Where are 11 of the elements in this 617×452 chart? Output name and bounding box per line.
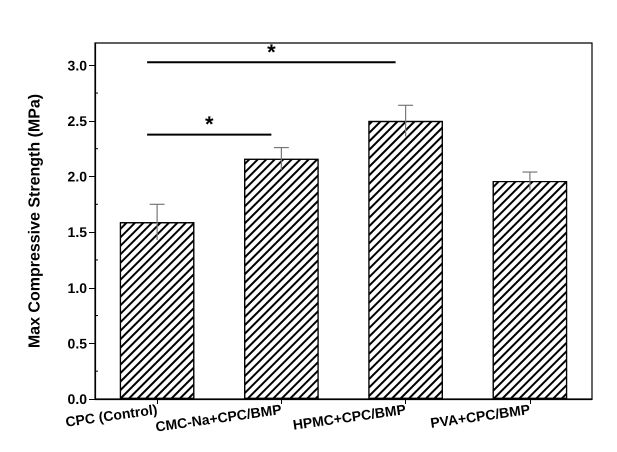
y-tick-label: 0.0 <box>68 391 88 407</box>
y-tick-label: 1.5 <box>68 224 88 240</box>
y-tick-label: 2.5 <box>68 112 88 129</box>
y-tick-label: 2.0 <box>68 168 88 184</box>
x-tick-label: PVA+CPC/BMP <box>429 401 531 431</box>
annotation: * <box>267 39 276 64</box>
y-tick-label: 0.5 <box>68 335 88 352</box>
y-tick-label: 3.0 <box>68 57 88 74</box>
y-tick-label: 1.0 <box>68 280 88 296</box>
y-axis-title: Max Compressive Strength (MPa) <box>26 94 44 348</box>
annotation: * <box>204 112 214 137</box>
